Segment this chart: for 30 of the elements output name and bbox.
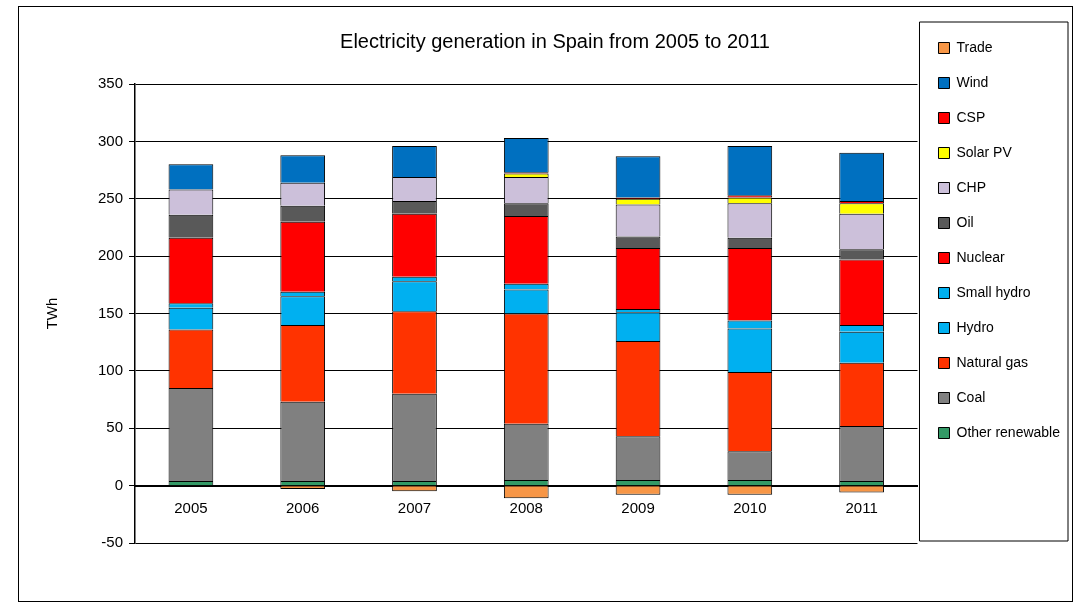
x-tick-label: 2008 bbox=[509, 498, 543, 516]
x-tick-label: 2005 bbox=[174, 498, 208, 516]
y-axis-title: TWh bbox=[43, 297, 61, 330]
legend-label: Hydro bbox=[956, 318, 995, 335]
x-tick-label: 2007 bbox=[397, 498, 432, 516]
y-tick-label: 250 bbox=[98, 188, 124, 206]
legend-label: Trade bbox=[956, 38, 993, 55]
legend-label: Small hydro bbox=[956, 283, 1031, 300]
x-tick-label: 2011 bbox=[845, 498, 878, 516]
legend-label: CHP bbox=[956, 178, 987, 195]
y-tick-label: 300 bbox=[98, 131, 124, 149]
legend-label: Natural gas bbox=[956, 353, 1029, 370]
legend-label: Solar PV bbox=[956, 143, 1013, 160]
y-tick-label: 150 bbox=[98, 303, 124, 321]
y-tick-label: 50 bbox=[106, 418, 124, 436]
x-tick-label: 2010 bbox=[733, 498, 767, 516]
legend-label: Coal bbox=[956, 388, 986, 405]
chart-title: Electricity generation in Spain from 2005 to 2011 bbox=[340, 29, 770, 52]
y-tick-label: 100 bbox=[98, 361, 124, 379]
y-tick-label: 200 bbox=[98, 246, 124, 264]
x-tick-label: 2006 bbox=[286, 498, 320, 516]
x-tick-label: 2009 bbox=[621, 498, 655, 516]
legend-label: Oil bbox=[956, 213, 974, 230]
legend-label: Nuclear bbox=[956, 248, 1006, 265]
legend-label: Wind bbox=[956, 73, 989, 90]
y-tick-label: 350 bbox=[98, 74, 124, 92]
y-tick-label: -50 bbox=[101, 533, 124, 551]
legend-label: CSP bbox=[956, 108, 986, 125]
legend-label: Other renewable bbox=[956, 423, 1061, 440]
y-tick-label: 0 bbox=[114, 475, 124, 493]
